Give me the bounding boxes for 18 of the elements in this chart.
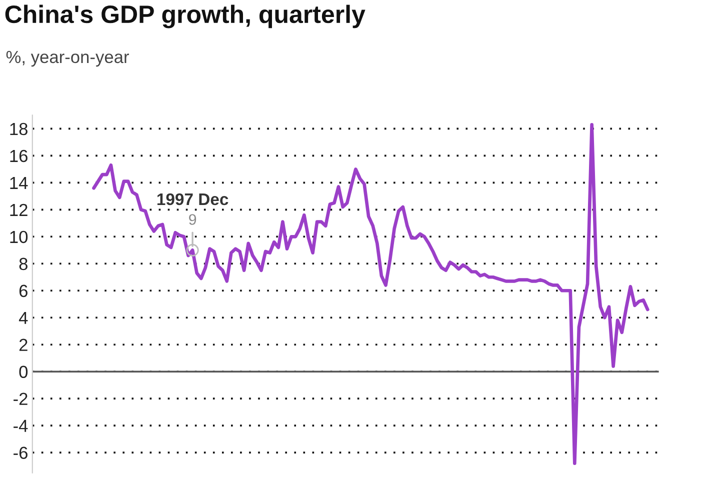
y-tick-label: 12 xyxy=(10,204,28,216)
y-tick-label: 14 xyxy=(10,177,28,189)
annotation: 1997 Dec xyxy=(157,193,228,206)
y-tick-label: 0 xyxy=(19,366,28,378)
chart-title: China's GDP growth, quarterly xyxy=(5,4,366,28)
chart-subtitle: %, year-on-year xyxy=(6,50,129,67)
y-tick-label: -2 xyxy=(14,392,28,405)
y-tick-label: 10 xyxy=(10,230,28,244)
y-tick-label: 16 xyxy=(10,150,28,162)
y-tick-label: 18 xyxy=(10,122,28,136)
y-tick-label: 8 xyxy=(19,258,28,270)
annotation: 9 xyxy=(189,214,196,225)
y-tick-label: -6 xyxy=(14,446,28,460)
y-tick-label: 6 xyxy=(19,284,28,298)
line-series xyxy=(92,122,650,466)
y-tick-label: 2 xyxy=(19,338,28,351)
y-tick-label: -4 xyxy=(14,420,28,432)
y-tick-label: 4 xyxy=(18,312,28,324)
